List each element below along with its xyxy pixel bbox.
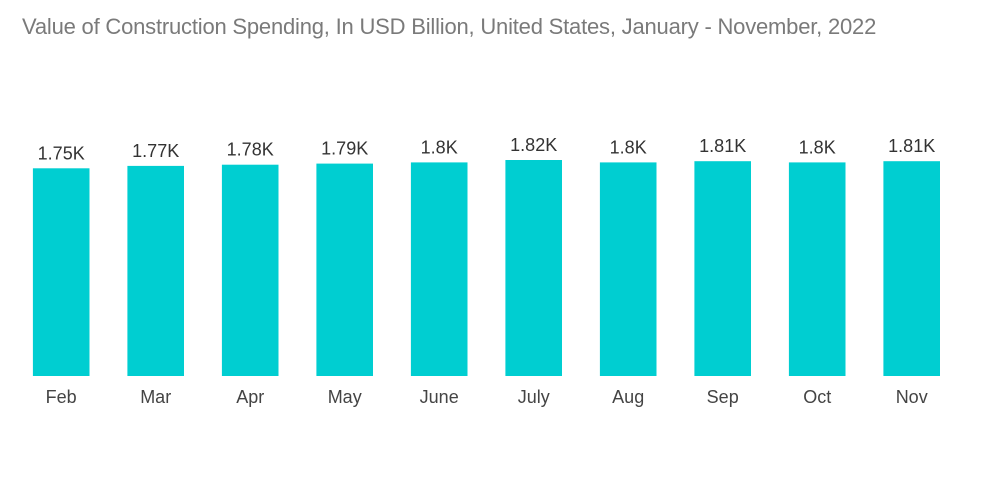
x-tick-label-aug: Aug: [612, 387, 644, 407]
x-tick-label-apr: Apr: [236, 387, 264, 407]
x-tick-label-nov: Nov: [896, 387, 928, 407]
value-label-june: 1.8K: [421, 137, 458, 157]
value-label-nov: 1.81K: [888, 136, 935, 156]
value-label-july: 1.82K: [510, 135, 557, 155]
bar-apr: [221, 164, 279, 376]
x-tick-label-june: June: [420, 387, 459, 407]
value-label-aug: 1.8K: [610, 137, 647, 157]
value-labels-layer: 1.75K 1.77K 1.78K 1.79K 1.8K 1.82K 1.8K 1.81K 1.…: [38, 135, 936, 163]
x-tick-label-may: May: [328, 387, 362, 407]
bar-june: [410, 162, 468, 376]
bar-may: [316, 163, 373, 376]
bar-feb: [32, 168, 90, 376]
bar-sep: [694, 161, 751, 376]
x-tick-label-mar: Mar: [140, 387, 171, 407]
bar-nov: [883, 161, 940, 376]
value-label-sep: 1.81K: [699, 136, 746, 156]
x-axis-tick-labels: Feb Mar Apr May June July Aug Sep Oct Nov: [46, 387, 928, 407]
bars-layer: [32, 160, 940, 376]
bar-oct: [788, 162, 846, 376]
bar-july: [505, 160, 562, 376]
bar-mar: [127, 165, 184, 376]
x-tick-label-sep: Sep: [707, 387, 739, 407]
bar-aug: [599, 162, 657, 376]
value-label-may: 1.79K: [321, 139, 368, 159]
x-tick-label-july: July: [518, 387, 550, 407]
chart-title: Value of Construction Spending, In USD B…: [22, 14, 877, 39]
value-label-feb: 1.75K: [38, 143, 85, 163]
x-tick-label-oct: Oct: [803, 387, 831, 407]
x-tick-label-feb: Feb: [46, 387, 77, 407]
value-label-apr: 1.78K: [227, 140, 274, 160]
value-label-oct: 1.8K: [799, 137, 836, 157]
value-label-mar: 1.77K: [132, 141, 179, 161]
